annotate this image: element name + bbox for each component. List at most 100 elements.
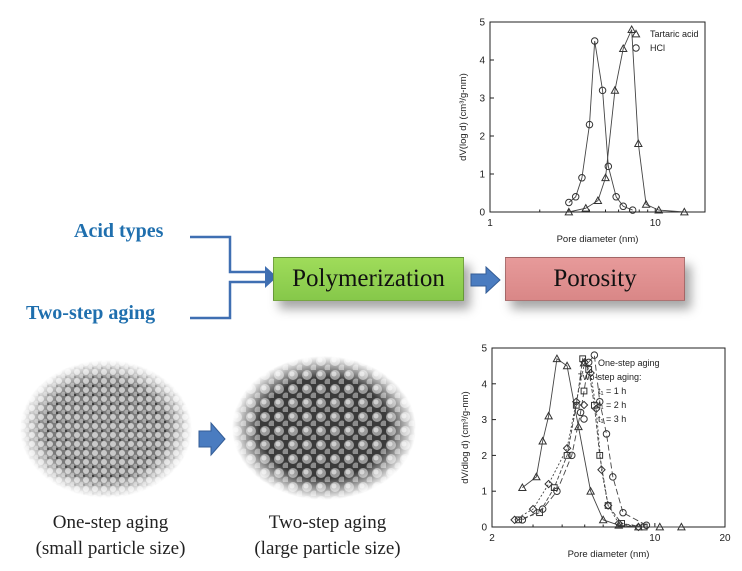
- data-point: [598, 515, 608, 524]
- aging-connector: [190, 280, 267, 320]
- left-caption-line2: (small particle size): [35, 538, 186, 559]
- y-tick-label: 0: [481, 523, 487, 534]
- polymerization-box: Polymerization: [273, 257, 464, 301]
- legend-marker: [631, 29, 641, 38]
- data-point: [595, 397, 604, 406]
- x-tick-label: 10: [649, 533, 661, 544]
- y-tick-label: 3: [481, 415, 487, 426]
- data-point: [586, 486, 596, 495]
- legend-marker: [632, 44, 640, 52]
- large-particle-image: [232, 356, 416, 500]
- data-point: [510, 515, 519, 525]
- legend-label: t₁ = 3 h: [598, 414, 626, 424]
- data-point: [528, 504, 538, 514]
- data-point: [627, 24, 637, 33]
- legend-label: t₁ = 1 h: [598, 386, 626, 396]
- legend-marker: [580, 387, 588, 395]
- data-point: [612, 193, 620, 201]
- right-caption-line2: (large particle size): [254, 538, 401, 559]
- x-axis-label: Pore diameter (nm): [557, 234, 639, 245]
- legend-marker: [579, 400, 589, 410]
- data-point: [517, 482, 527, 491]
- y-tick-label: 2: [481, 451, 487, 462]
- acid-types-label: Acid types: [74, 220, 164, 242]
- x-tick-label: 1: [487, 218, 493, 229]
- data-point: [552, 354, 562, 363]
- data-point: [679, 207, 689, 216]
- data-point: [642, 521, 651, 529]
- y-tick-label: 5: [481, 344, 487, 355]
- data-point: [609, 473, 617, 481]
- data-point: [614, 519, 624, 528]
- data-point: [531, 472, 541, 481]
- data-point: [619, 508, 627, 517]
- data-point: [604, 502, 612, 509]
- data-point: [553, 487, 561, 495]
- left-caption-line1: One-step aging: [52, 512, 169, 533]
- data-point: [538, 505, 547, 513]
- data-point: [654, 205, 664, 214]
- data-point: [590, 401, 598, 409]
- data-point: [544, 479, 553, 489]
- legend-label: One-step aging: [598, 358, 660, 368]
- data-point: [565, 198, 573, 207]
- two-step-aging-label: Two-step aging: [26, 302, 156, 324]
- y-axis-label: dV(log d) (cm³/g-nm): [458, 73, 469, 161]
- pore-size-chart-aging: 0 1 2 3 4 5 2 10 20 Pore diameter (nm) dV/dlog d) …: [460, 344, 731, 561]
- series-line: [522, 354, 647, 526]
- data-point: [538, 436, 548, 445]
- data-point: [634, 522, 643, 532]
- y-axis-label: dV/dlog d) (cm³/g-nm): [460, 391, 471, 483]
- porosity-box: Porosity: [505, 257, 685, 301]
- y-tick-label: 1: [479, 170, 485, 181]
- legend-label: HCl: [650, 43, 665, 53]
- x-tick-label: 10: [650, 218, 662, 229]
- data-point: [596, 452, 604, 459]
- y-tick-label: 4: [479, 56, 485, 67]
- data-point: [604, 162, 613, 171]
- series-line: [568, 40, 633, 211]
- x-axis-label: Pore diameter (nm): [568, 549, 650, 560]
- polymerization-label: Polymerization: [292, 265, 445, 292]
- right-caption-line1: Two-step aging: [268, 512, 387, 533]
- data-point: [633, 138, 643, 147]
- data-point: [593, 195, 603, 204]
- series-line: [568, 29, 685, 213]
- data-point: [591, 404, 601, 414]
- data-point: [610, 85, 620, 94]
- particle-growth-arrow: [198, 421, 226, 457]
- data-point: [603, 501, 613, 510]
- porosity-label: Porosity: [553, 265, 637, 292]
- data-point: [619, 202, 627, 211]
- x-tick-label: 20: [719, 533, 731, 544]
- data-point: [597, 465, 606, 475]
- data-point: [578, 174, 586, 182]
- legend-marker: [580, 415, 588, 423]
- data-point: [562, 443, 572, 453]
- data-point: [544, 411, 554, 420]
- data-point: [571, 397, 581, 407]
- data-point: [518, 516, 527, 524]
- data-point: [602, 430, 611, 438]
- y-tick-label: 3: [479, 94, 485, 105]
- y-tick-label: 0: [479, 208, 485, 219]
- data-point: [585, 120, 594, 129]
- small-particle-image: [20, 360, 192, 498]
- data-point: [601, 173, 610, 182]
- data-point: [568, 451, 576, 460]
- block-arrow-right: [470, 266, 501, 294]
- data-point: [676, 522, 686, 531]
- legend-marker: [579, 358, 589, 367]
- plot-frame: [489, 21, 706, 213]
- right-image-caption: Two-step aging (large particle size): [225, 510, 430, 562]
- acid-connector: [190, 235, 267, 274]
- data-point: [574, 422, 583, 431]
- legend-label: Two-step aging:: [578, 372, 642, 382]
- plot-frame: [491, 347, 726, 528]
- data-point: [590, 351, 599, 359]
- data-point: [562, 361, 572, 370]
- data-point: [590, 37, 599, 45]
- left-image-caption: One-step aging (small particle size): [8, 510, 213, 562]
- data-point: [564, 207, 574, 216]
